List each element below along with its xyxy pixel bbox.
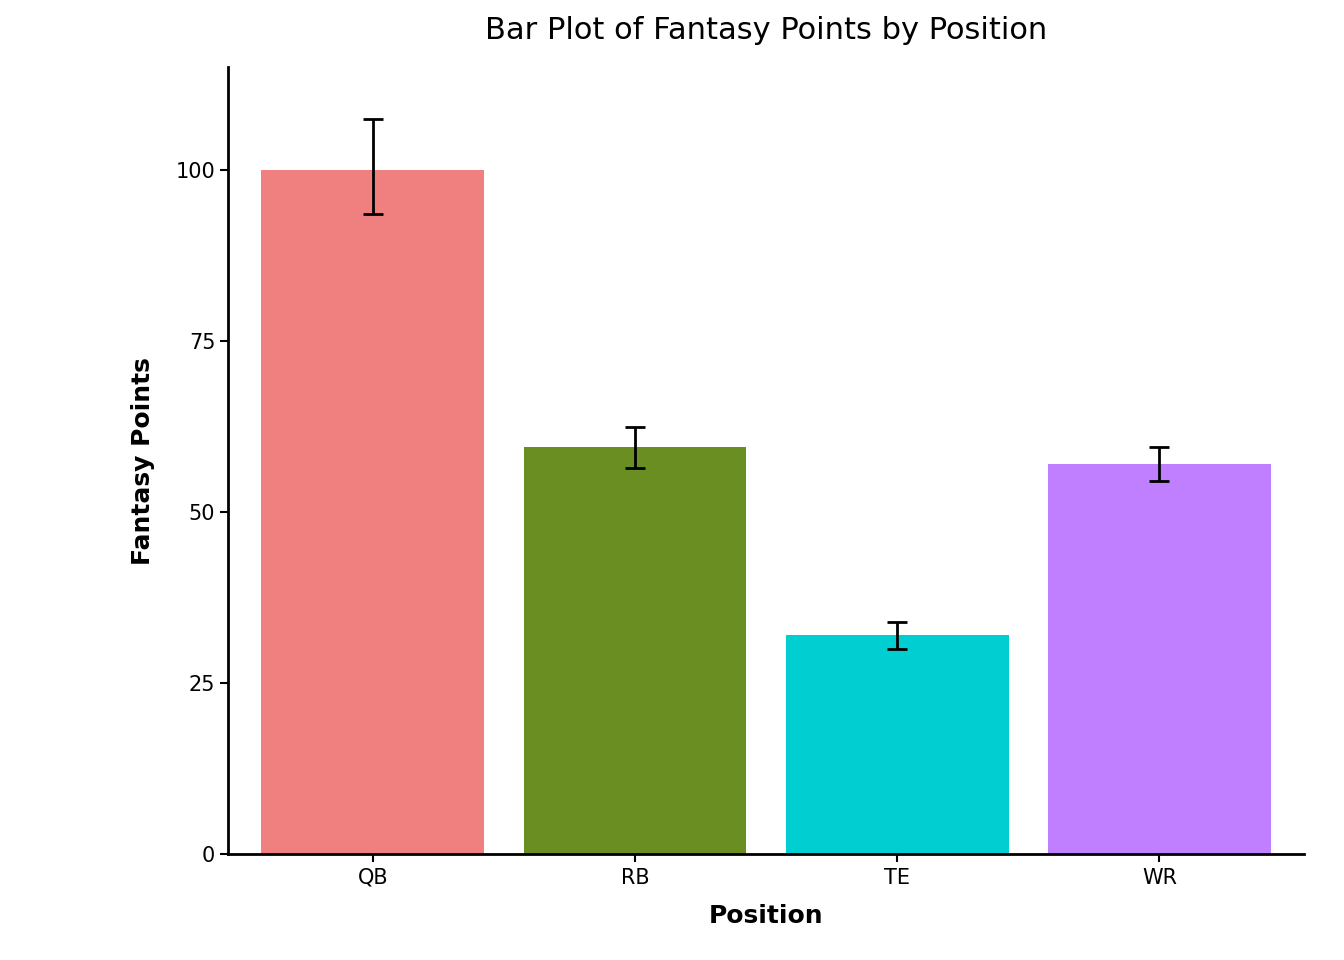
Bar	[786, 636, 1008, 854]
Bar	[261, 170, 484, 854]
X-axis label: Position: Position	[708, 904, 824, 928]
Title: Bar Plot of Fantasy Points by Position: Bar Plot of Fantasy Points by Position	[485, 16, 1047, 45]
Y-axis label: Fantasy Points: Fantasy Points	[130, 357, 155, 564]
Bar	[524, 447, 746, 854]
Bar	[1048, 465, 1271, 854]
